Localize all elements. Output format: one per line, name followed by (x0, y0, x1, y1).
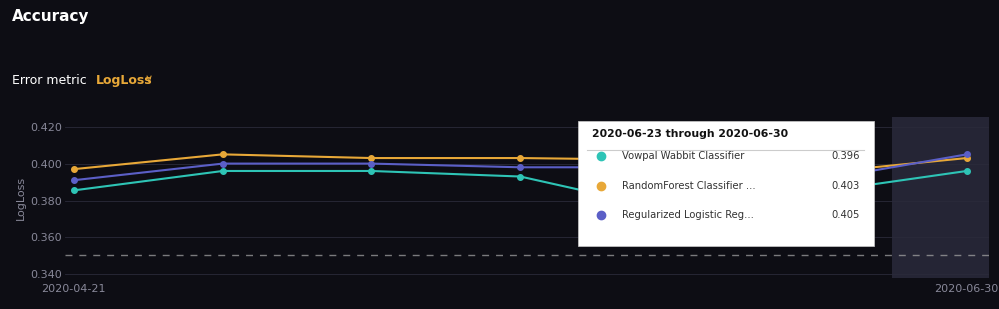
Text: LogLoss: LogLoss (96, 74, 153, 87)
Text: Accuracy: Accuracy (12, 9, 90, 24)
FancyBboxPatch shape (577, 121, 873, 246)
Y-axis label: LogLoss: LogLoss (16, 176, 26, 220)
Text: Vowpal Wabbit Classifier: Vowpal Wabbit Classifier (622, 151, 744, 161)
Text: 0.403: 0.403 (831, 181, 859, 191)
Text: 0.405: 0.405 (831, 210, 859, 220)
Text: 0.396: 0.396 (831, 151, 859, 161)
Text: RandomForest Classifier ...: RandomForest Classifier ... (622, 181, 756, 191)
Text: ∨: ∨ (145, 74, 153, 84)
Bar (892, 117, 989, 278)
Text: 2020-06-23 through 2020-06-30: 2020-06-23 through 2020-06-30 (591, 129, 788, 139)
Text: Error metric: Error metric (12, 74, 91, 87)
Text: Regularized Logistic Reg...: Regularized Logistic Reg... (622, 210, 754, 220)
